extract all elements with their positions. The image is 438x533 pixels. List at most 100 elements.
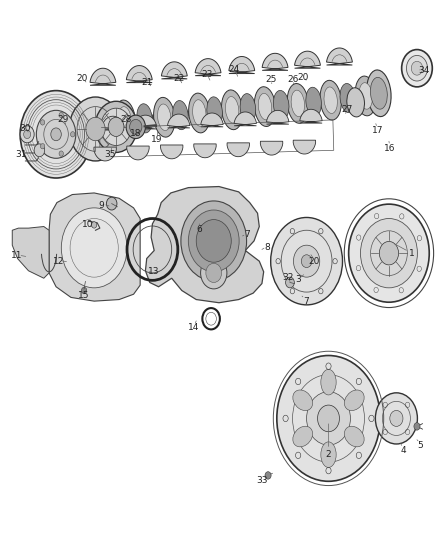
- Circle shape: [130, 119, 142, 134]
- Circle shape: [293, 245, 320, 277]
- Circle shape: [307, 392, 350, 445]
- Circle shape: [101, 108, 131, 146]
- Ellipse shape: [344, 426, 364, 447]
- Text: 24: 24: [229, 65, 240, 74]
- Polygon shape: [102, 116, 124, 130]
- Text: 11: 11: [11, 252, 22, 260]
- Text: 17: 17: [372, 126, 383, 135]
- Circle shape: [375, 393, 417, 444]
- Polygon shape: [229, 56, 255, 74]
- Circle shape: [24, 130, 31, 139]
- Text: 34: 34: [418, 66, 430, 75]
- Ellipse shape: [347, 88, 364, 117]
- Text: 15: 15: [78, 292, 90, 300]
- Ellipse shape: [226, 96, 239, 123]
- Circle shape: [360, 219, 417, 288]
- Text: 25: 25: [265, 76, 276, 84]
- Polygon shape: [294, 51, 321, 68]
- Circle shape: [126, 115, 145, 139]
- Circle shape: [206, 263, 222, 282]
- Ellipse shape: [293, 390, 313, 410]
- Polygon shape: [161, 62, 187, 79]
- Ellipse shape: [359, 83, 372, 109]
- Polygon shape: [326, 48, 353, 65]
- Text: 20: 20: [298, 73, 309, 82]
- Circle shape: [40, 120, 45, 125]
- Ellipse shape: [222, 90, 243, 130]
- Polygon shape: [293, 140, 316, 154]
- Text: 23: 23: [201, 70, 212, 79]
- Text: 20: 20: [77, 75, 88, 83]
- Circle shape: [277, 356, 380, 481]
- Circle shape: [271, 217, 343, 305]
- Circle shape: [379, 241, 399, 265]
- Ellipse shape: [158, 104, 171, 131]
- Circle shape: [59, 151, 64, 156]
- Text: 28: 28: [120, 116, 132, 124]
- Circle shape: [414, 423, 420, 430]
- Polygon shape: [260, 141, 283, 155]
- Polygon shape: [126, 66, 152, 83]
- Text: 13: 13: [148, 268, 160, 276]
- Text: 30: 30: [20, 125, 31, 133]
- Circle shape: [51, 128, 61, 141]
- Text: 19: 19: [151, 135, 162, 144]
- Circle shape: [188, 210, 239, 272]
- Ellipse shape: [207, 97, 223, 126]
- Ellipse shape: [287, 84, 308, 123]
- Text: 33: 33: [256, 477, 268, 485]
- Polygon shape: [12, 227, 49, 278]
- Circle shape: [71, 132, 75, 137]
- Circle shape: [106, 197, 117, 210]
- Polygon shape: [266, 110, 289, 124]
- Circle shape: [40, 143, 45, 149]
- Ellipse shape: [367, 70, 391, 117]
- Circle shape: [265, 472, 271, 479]
- Text: 29: 29: [58, 116, 69, 124]
- Polygon shape: [94, 147, 117, 161]
- Circle shape: [108, 117, 124, 136]
- Polygon shape: [90, 68, 116, 85]
- Circle shape: [349, 204, 429, 302]
- Ellipse shape: [114, 100, 135, 140]
- Ellipse shape: [258, 93, 272, 120]
- Circle shape: [69, 97, 122, 161]
- Polygon shape: [201, 113, 223, 127]
- Circle shape: [181, 201, 247, 281]
- Ellipse shape: [254, 87, 276, 126]
- Text: 1: 1: [409, 249, 415, 257]
- Polygon shape: [227, 143, 250, 157]
- Text: 14: 14: [188, 324, 200, 332]
- Circle shape: [201, 257, 227, 289]
- Circle shape: [20, 91, 92, 178]
- Ellipse shape: [340, 84, 356, 112]
- Ellipse shape: [371, 77, 387, 109]
- Circle shape: [411, 61, 423, 75]
- Text: 26: 26: [287, 76, 298, 84]
- Text: 18: 18: [130, 129, 141, 138]
- Circle shape: [95, 101, 137, 152]
- Polygon shape: [300, 109, 322, 123]
- Polygon shape: [234, 112, 257, 126]
- Circle shape: [196, 220, 231, 262]
- Text: 3: 3: [295, 276, 301, 284]
- Ellipse shape: [324, 87, 337, 114]
- Polygon shape: [167, 114, 190, 128]
- Polygon shape: [127, 146, 149, 160]
- Polygon shape: [160, 145, 183, 159]
- Text: 5: 5: [417, 441, 424, 449]
- Text: 31: 31: [15, 150, 27, 159]
- Polygon shape: [49, 193, 140, 301]
- Circle shape: [59, 112, 64, 118]
- Ellipse shape: [273, 91, 289, 119]
- Text: 6: 6: [196, 225, 202, 233]
- Text: 27: 27: [341, 105, 353, 114]
- Ellipse shape: [189, 93, 210, 133]
- Text: 20: 20: [309, 257, 320, 265]
- Text: 22: 22: [173, 75, 184, 83]
- Circle shape: [61, 208, 127, 288]
- Text: 32: 32: [283, 273, 294, 281]
- Text: 21: 21: [141, 78, 152, 87]
- Polygon shape: [134, 115, 157, 129]
- Ellipse shape: [355, 76, 376, 116]
